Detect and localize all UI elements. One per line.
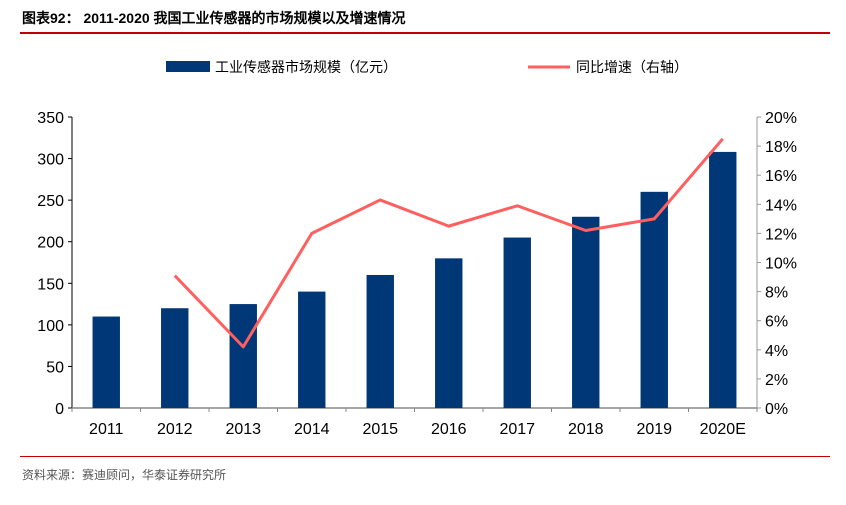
right-tick-label: 20% xyxy=(765,110,797,127)
left-tick-label: 100 xyxy=(37,318,64,335)
bar-2018 xyxy=(572,216,600,408)
x-tick-label: 2014 xyxy=(294,421,330,438)
bar-2020E xyxy=(709,151,737,409)
right-tick-label: 18% xyxy=(765,139,797,156)
left-tick-label: 150 xyxy=(37,276,64,293)
legend-line-label: 同比增速（右轴） xyxy=(576,59,688,75)
x-tick-label: 2020E xyxy=(700,421,746,438)
left-tick-label: 200 xyxy=(37,235,64,252)
x-tick-label: 2018 xyxy=(568,421,604,438)
x-tick-label: 2016 xyxy=(431,421,467,438)
x-tick-label: 2012 xyxy=(157,421,193,438)
right-tick-label: 0% xyxy=(765,401,788,418)
bar-2017 xyxy=(503,237,531,408)
x-tick-label: 2019 xyxy=(636,421,672,438)
legend-bar-label: 工业传感器市场规模（亿元） xyxy=(215,59,397,75)
left-tick-label: 250 xyxy=(37,193,64,210)
x-tick-label: 2013 xyxy=(225,421,261,438)
right-tick-label: 2% xyxy=(765,372,788,389)
right-tick-label: 4% xyxy=(765,343,788,360)
source-rule xyxy=(20,456,830,457)
title-rule xyxy=(20,32,830,34)
bar-2015 xyxy=(366,274,394,408)
source-note: 资料来源：赛迪顾问，华泰证券研究所 xyxy=(22,468,227,482)
right-tick-label: 16% xyxy=(765,168,797,185)
left-tick-label: 50 xyxy=(46,359,64,376)
right-tick-label: 14% xyxy=(765,197,797,214)
bar-2019 xyxy=(640,191,668,408)
left-tick-label: 350 xyxy=(37,110,64,127)
x-tick-label: 2011 xyxy=(89,421,124,438)
legend-bar-swatch xyxy=(166,61,210,72)
left-tick-label: 0 xyxy=(55,401,64,418)
x-tick-label: 2015 xyxy=(362,421,398,438)
left-tick-label: 300 xyxy=(37,152,64,169)
chart-title: 图表92： 2011-2020 我国工业传感器的市场规模以及增速情况 xyxy=(22,10,406,26)
right-tick-label: 10% xyxy=(765,256,797,273)
bar-2016 xyxy=(435,258,463,408)
bar-2014 xyxy=(298,291,326,408)
x-tick-label: 2017 xyxy=(499,421,535,438)
bar-2012 xyxy=(161,308,189,408)
right-tick-label: 6% xyxy=(765,314,788,331)
right-tick-label: 12% xyxy=(765,226,797,243)
bar-2013 xyxy=(229,304,257,408)
right-tick-label: 8% xyxy=(765,285,788,302)
bar-2011 xyxy=(92,316,120,408)
